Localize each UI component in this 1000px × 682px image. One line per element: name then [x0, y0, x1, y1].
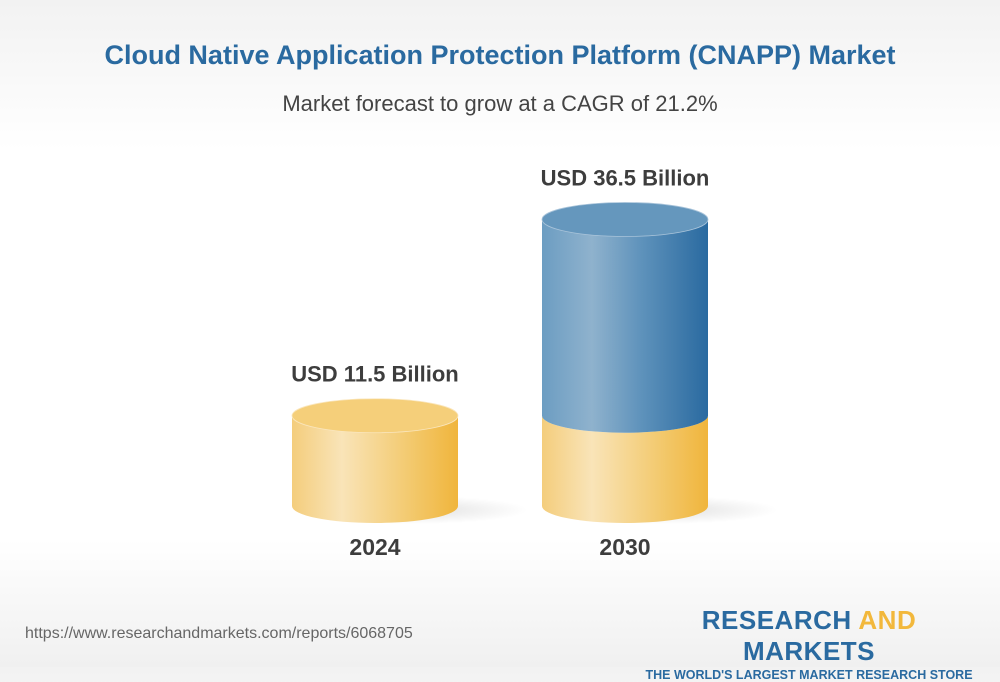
- logo-text-markets: MARKETS: [742, 636, 876, 666]
- category-label: 2030: [599, 534, 650, 560]
- category-label: 2024: [349, 534, 400, 560]
- cylinder-chart: USD 11.5 Billion 2024 USD 36.5 Billion 2030: [291, 165, 778, 560]
- value-label: USD 11.5 Billion: [291, 362, 459, 387]
- cylinder-top: [291, 398, 459, 434]
- bar-2030-growth: [542, 219, 708, 433]
- bar-2024: [292, 415, 458, 523]
- value-label: USD 36.5 Billion: [541, 165, 710, 190]
- chart-title: Cloud Native Application Protection Plat…: [104, 40, 896, 70]
- report-url[interactable]: https://www.researchandmarkets.com/repor…: [25, 625, 413, 642]
- cylinder-top: [541, 202, 709, 237]
- logo-tagline: THE WORLD'S LARGEST MARKET RESEARCH STOR…: [645, 668, 973, 682]
- research-and-markets-logo: RESEARCH AND MARKETS THE WORLD'S LARGEST…: [642, 605, 976, 682]
- logo-text-and: AND: [858, 605, 917, 635]
- logo-text: RESEARCH: [701, 605, 859, 635]
- bar-2030-base: [542, 415, 708, 523]
- chart-subtitle: Market forecast to grow at a CAGR of 21.…: [282, 91, 718, 116]
